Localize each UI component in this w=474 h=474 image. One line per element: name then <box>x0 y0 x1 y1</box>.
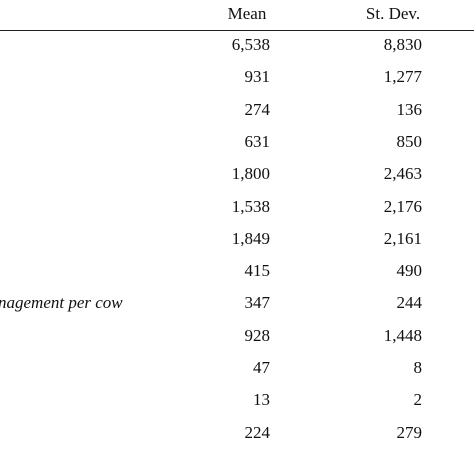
mean-cell: 1,538 <box>231 196 270 216</box>
sd-cell: 2,176 <box>383 196 422 216</box>
mean-cell: 928 <box>244 325 271 345</box>
mean-cell: 347 <box>244 293 271 313</box>
mean-cell: 1,849 <box>231 228 270 248</box>
sd-cell: 1,448 <box>383 325 422 345</box>
sd-cell: 136 <box>396 99 423 119</box>
header-sd: St. Dev. <box>365 4 421 23</box>
header-mean: Mean <box>227 4 267 23</box>
mean-cell: 224 <box>244 422 271 442</box>
sd-cell: 1,277 <box>383 67 422 87</box>
mean-cell: 274 <box>244 99 271 119</box>
mean-cell: 13 <box>253 390 270 410</box>
mean-cell: 6,538 <box>231 35 270 54</box>
sd-cell: 2 <box>413 390 423 410</box>
sd-cell: 490 <box>396 261 423 281</box>
mean-cell: 47 <box>253 358 270 377</box>
header-rule <box>0 30 474 31</box>
row-label: nagement per cow <box>0 293 123 313</box>
sd-cell: 2,161 <box>383 228 422 248</box>
mean-cell: 415 <box>244 261 271 281</box>
sd-cell: 8 <box>413 358 423 377</box>
sd-cell: 279 <box>396 422 423 442</box>
sd-cell: 2,463 <box>383 164 422 184</box>
mean-cell: 631 <box>244 131 271 151</box>
sd-cell: 8,830 <box>383 35 422 54</box>
mean-cell: 931 <box>244 67 271 87</box>
sd-cell: 850 <box>396 131 423 151</box>
mean-cell: 1,800 <box>231 164 270 184</box>
sd-cell: 244 <box>396 293 423 313</box>
